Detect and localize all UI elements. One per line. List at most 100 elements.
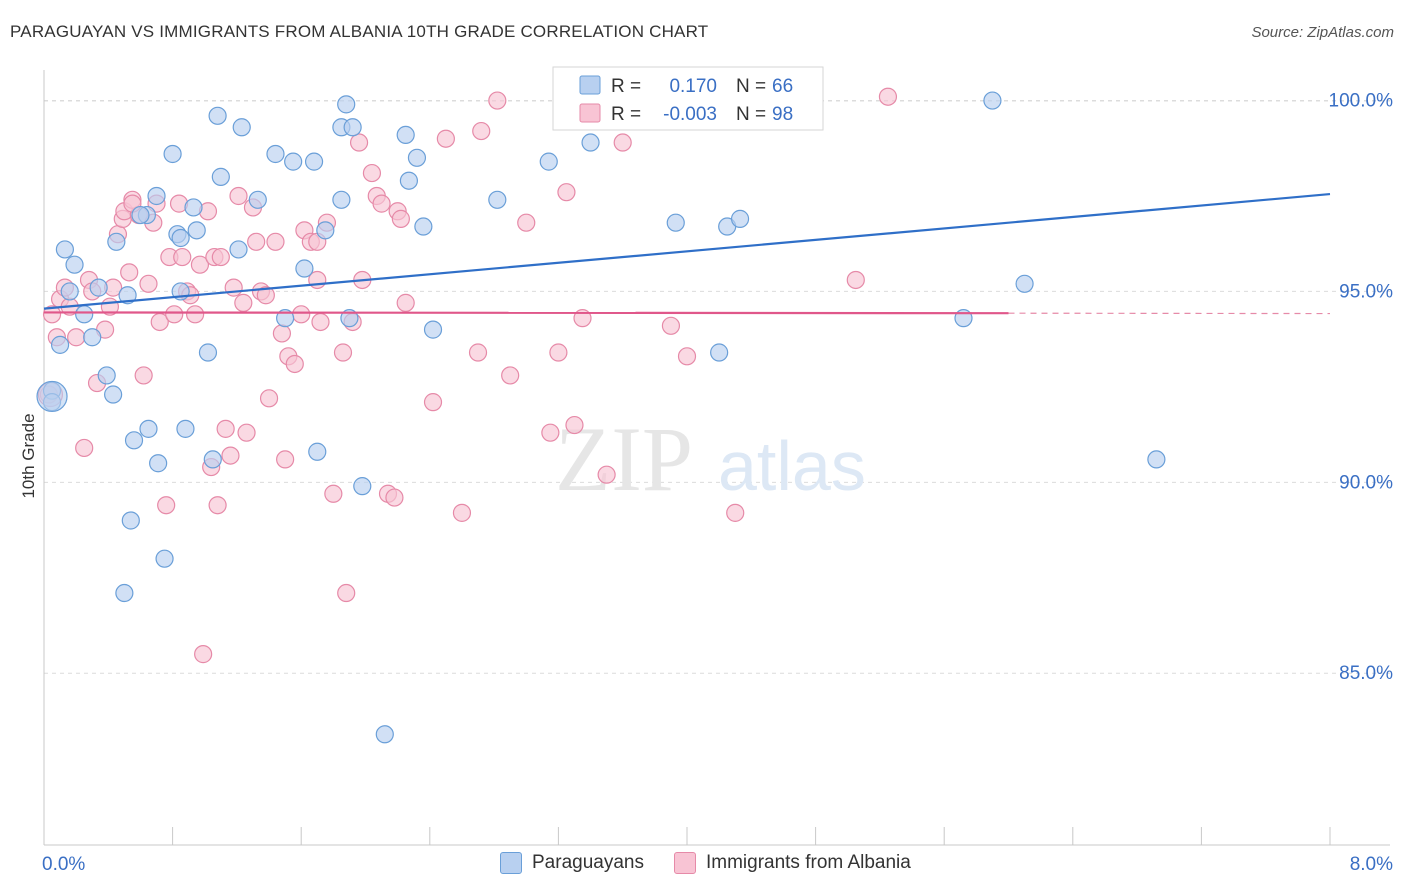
paraguayan-point xyxy=(118,286,137,305)
legend-n-value: 98 xyxy=(772,104,793,125)
paraguayan-point xyxy=(332,190,351,209)
albania-point xyxy=(846,270,865,290)
paraguayan-point xyxy=(396,125,415,145)
legend-item-paraguayans[interactable]: Paraguayans xyxy=(500,852,644,874)
x-tick-labels: 0.0% 8.0% xyxy=(42,854,1393,875)
albania-point xyxy=(501,366,520,385)
y-tick-labels: 85.0% 90.0% 95.0% 100.0% xyxy=(1329,91,1394,685)
axes xyxy=(43,70,1390,846)
paraguayan-point xyxy=(187,221,206,240)
paraguayan-point xyxy=(666,213,685,232)
albania-point xyxy=(229,186,248,206)
paraguayan-point xyxy=(75,305,94,324)
albania-point xyxy=(541,423,560,442)
albania-point xyxy=(165,305,184,324)
chart-title: PARAGUAYAN VS IMMIGRANTS FROM ALBANIA 10… xyxy=(10,22,709,41)
paraguayan-point xyxy=(115,583,134,603)
paraguayan-point xyxy=(89,278,108,297)
albania-point xyxy=(661,316,681,335)
paraguayan-point xyxy=(124,431,144,450)
paraguayan-point xyxy=(203,450,222,469)
paraguayan-point xyxy=(276,309,295,328)
legend-n-value: 66 xyxy=(772,76,793,97)
paraguayan-point xyxy=(581,133,600,152)
trend-lines xyxy=(43,192,1331,315)
paraguayan-point xyxy=(107,232,126,251)
paraguayan-point xyxy=(147,186,166,206)
legend-item-albania[interactable]: Immigrants from Albania xyxy=(673,852,911,874)
paraguayan-point xyxy=(83,328,102,347)
paraguayan-point xyxy=(171,228,190,248)
albania-point xyxy=(173,247,192,267)
paraguayan-point xyxy=(60,282,79,301)
albania-point xyxy=(190,255,210,274)
legend-r-value: 0.170 xyxy=(669,76,717,97)
legend-r-label: R = xyxy=(611,76,641,97)
y-tick-label: 90.0% xyxy=(1339,472,1393,493)
albania-point xyxy=(221,446,240,465)
y-axis-label: 10th Grade xyxy=(19,413,38,498)
albania-point xyxy=(324,484,343,503)
albania-point xyxy=(247,232,266,251)
y-tick-label: 100.0% xyxy=(1329,91,1394,112)
paraguayan-point xyxy=(308,442,327,461)
paraguayan-point xyxy=(232,118,251,137)
albania-point xyxy=(391,209,410,228)
albania-point xyxy=(517,213,536,232)
legend-r-value: -0.003 xyxy=(663,104,717,125)
albania-point xyxy=(276,450,295,469)
paraguayan-point xyxy=(539,152,558,171)
paraguayan-point xyxy=(149,454,168,473)
legend-r-label: R = xyxy=(611,104,641,125)
albania-point xyxy=(208,496,227,515)
paraguayan-point xyxy=(266,144,285,164)
paraguayan-point xyxy=(121,511,140,530)
paraguayan-point xyxy=(488,190,507,209)
paraguayan-point xyxy=(730,209,750,228)
albania-point xyxy=(452,503,472,522)
albania-point xyxy=(272,324,292,343)
albania-point xyxy=(472,121,491,141)
albania-point xyxy=(157,496,176,515)
albania-point xyxy=(396,293,415,312)
watermark: ZIP atlas xyxy=(555,408,866,510)
albania-point xyxy=(385,488,404,507)
paraguayan-point xyxy=(97,366,116,385)
stats-legend: R = 0.170 N = 66 R = -0.003 N = 98 xyxy=(552,66,824,131)
albania-point xyxy=(120,263,139,282)
x-tick-label: 0.0% xyxy=(42,854,85,875)
paraguayan-point xyxy=(163,144,182,164)
albania-point xyxy=(139,274,158,293)
x-tick-label: 8.0% xyxy=(1350,854,1393,875)
albania-point xyxy=(468,343,488,362)
y-tick-label: 85.0% xyxy=(1339,663,1393,684)
paraguayan-point xyxy=(295,259,314,278)
albania-point xyxy=(597,465,616,484)
legend-swatch-pink xyxy=(673,852,696,874)
paraguayan-point xyxy=(375,725,394,744)
paraguayan-trend-line xyxy=(43,192,1331,310)
albania-point xyxy=(349,133,369,152)
paraguayan-point xyxy=(399,171,419,190)
albania-point xyxy=(292,305,311,324)
paraguayan-point xyxy=(343,118,362,137)
watermark-atlas: atlas xyxy=(718,427,866,505)
albania-point xyxy=(436,129,455,148)
paraguayan-point xyxy=(55,240,74,259)
albania-point xyxy=(333,343,353,362)
albania-point xyxy=(613,133,632,152)
albania-point xyxy=(211,247,230,267)
albania-point xyxy=(256,286,275,305)
albania-point xyxy=(337,583,356,603)
albania-point xyxy=(237,423,256,442)
albania-point xyxy=(726,503,745,522)
albania-point xyxy=(488,91,507,110)
paraguayan-point xyxy=(710,343,729,362)
albania-point xyxy=(285,354,304,374)
albania-point xyxy=(372,194,391,213)
legend-n-label: N = xyxy=(736,104,766,125)
source-label: Source: ZipAtlas.com xyxy=(1251,24,1394,41)
paraguayan-point xyxy=(184,198,203,217)
albania-point xyxy=(42,305,62,324)
